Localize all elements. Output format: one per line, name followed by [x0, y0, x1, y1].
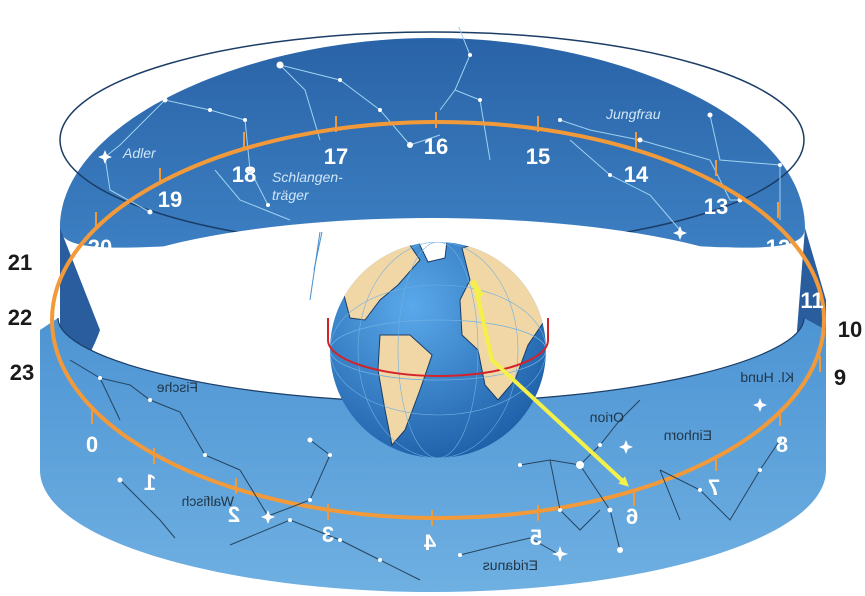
constellations-front [69, 359, 782, 581]
land-south-america [377, 334, 433, 447]
constellation-label-orion: Orion [590, 409, 624, 425]
ring-numbers-back: 17 16 15 14 13 12 18 19 20 [88, 134, 790, 260]
constellation-label-eridanus: Eridanus [483, 557, 538, 573]
ring-number: 3 [322, 522, 334, 547]
ring-number: 9 [834, 365, 846, 390]
bright-star-icon [753, 398, 767, 412]
constellation-label-schlangentraeger-2: träger [272, 187, 310, 203]
ring-number: 18 [232, 162, 256, 187]
ring-number: 5 [530, 525, 542, 550]
constellation-labels-front: Fische Walfisch Eridanus Orion Einhorn K… [157, 369, 794, 573]
ring-number: 22 [8, 305, 32, 330]
constellations-back [98, 23, 782, 301]
ring-number: 10 [838, 317, 862, 342]
ring-number: 11 [800, 288, 823, 313]
ring-number: 21 [8, 250, 32, 275]
ring-ticks [91, 112, 821, 526]
bright-star-icon [552, 546, 568, 562]
ring-number: 7 [708, 475, 720, 500]
bright-star-icon [673, 226, 687, 240]
constellation-label-einhorn: Einhorn [664, 427, 712, 443]
land-greenland [414, 242, 449, 263]
bright-star-icon [261, 510, 275, 524]
ring-number: 8 [776, 432, 788, 457]
constellation-label-kl-hund: Kl. Hund [740, 369, 794, 385]
ring-number: 4 [423, 530, 436, 555]
ring-number: 0 [86, 432, 98, 457]
ring-number: 20 [88, 235, 112, 260]
ring-number: 1 [144, 470, 156, 495]
ecliptic-ring [50, 120, 826, 520]
bright-star-icon [98, 150, 112, 164]
ring-number: 14 [624, 162, 649, 187]
ring-number: 2 [228, 502, 240, 527]
sky-band-back [60, 38, 805, 248]
ring-numbers-outside: 21 22 23 11 10 9 [8, 250, 862, 390]
ring-number: 19 [158, 187, 182, 212]
constellation-label-walfisch: Walfisch [182, 493, 234, 509]
ring-number: 12 [766, 235, 790, 260]
sightline-arrow [469, 279, 629, 487]
ring-number: 13 [704, 194, 728, 219]
ring-number: 23 [10, 360, 34, 385]
ring-number: 16 [424, 134, 448, 159]
earth-globe [327, 242, 549, 458]
constellation-label-fische: Fische [157, 379, 198, 395]
bright-star-icon [619, 440, 633, 454]
constellation-label-schlangentraeger: Schlangen- [272, 169, 343, 185]
ring-number: 17 [324, 144, 348, 169]
constellation-label-adler: Adler [122, 145, 157, 161]
ring-number: 6 [626, 504, 638, 529]
equator-ring [327, 318, 549, 378]
ring-number: 15 [526, 144, 550, 169]
ring-numbers-front: 0 1 2 3 4 5 6 7 8 [86, 432, 788, 555]
constellation-label-jungfrau: Jungfrau [605, 106, 661, 122]
